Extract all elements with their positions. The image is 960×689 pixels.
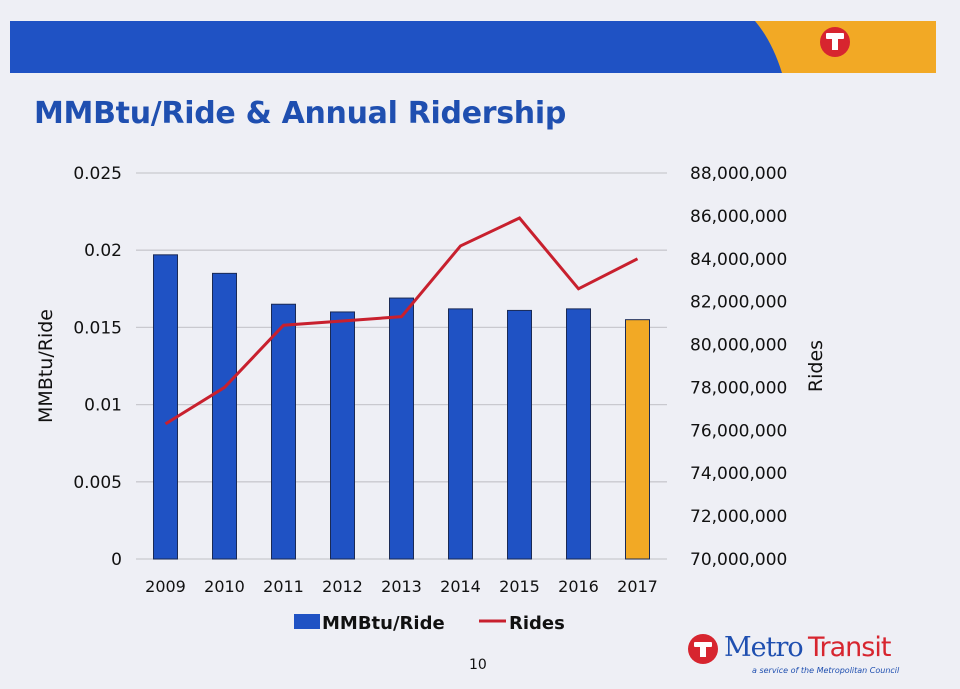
x-tick-label: 2011 (263, 577, 304, 596)
banner-graphic (10, 21, 850, 73)
left-tick-label: 0.025 (73, 164, 122, 184)
right-tick-label: 84,000,000 (690, 250, 787, 270)
right-tick-label: 78,000,000 (690, 378, 787, 398)
right-tick-label: 80,000,000 (690, 336, 787, 356)
legend-label-mmbtu: MMBtu/Ride (322, 613, 445, 634)
x-tick-label: 2010 (204, 577, 245, 596)
bar-series (153, 254, 650, 560)
right-tick-label: 86,000,000 (690, 207, 787, 227)
right-tick-label: 88,000,000 (690, 164, 787, 184)
x-tick-label: 2014 (440, 577, 481, 596)
metro-transit-logo: Metro Transit a service of the Metropoli… (684, 630, 914, 680)
banner-logo-t-stem (832, 36, 838, 50)
bar-2017 (625, 319, 650, 560)
metro-transit-t-icon (688, 634, 718, 664)
bar-2016 (566, 308, 591, 560)
x-tick-label: 2012 (322, 577, 363, 596)
right-axis-label: Rides (805, 340, 827, 392)
bar-2013 (389, 297, 414, 560)
page-number: 10 (469, 657, 487, 673)
bar-2011 (271, 303, 296, 560)
left-axis-ticks: 0 0.005 0.01 0.015 0.02 0.025 (73, 164, 122, 570)
left-tick-label: 0.02 (84, 241, 122, 261)
legend-label-rides: Rides (509, 613, 565, 634)
slide-title: MMBtu/Ride & Annual Ridership (34, 96, 567, 131)
x-tick-label: 2015 (499, 577, 540, 596)
right-tick-label: 74,000,000 (690, 464, 787, 484)
right-axis-ticks: 70,000,000 72,000,000 74,000,000 76,000,000… (690, 164, 787, 570)
banner-blue-band (10, 21, 782, 73)
legend: MMBtu/Ride Rides (294, 613, 565, 634)
left-tick-label: 0.005 (73, 473, 122, 493)
line-series (164, 216, 639, 426)
x-tick-label: 2009 (145, 577, 186, 596)
x-tick-label: 2017 (617, 577, 658, 596)
left-axis-label: MMBtu/Ride (35, 309, 57, 423)
x-axis-ticks: 2009 2010 2011 2012 2013 2014 2015 2016 2017 (145, 577, 658, 596)
left-tick-label: 0 (111, 550, 122, 570)
right-tick-label: 82,000,000 (690, 293, 787, 313)
header-banner (10, 21, 936, 73)
bar-2014 (448, 308, 473, 560)
bar-2010 (212, 272, 237, 560)
left-tick-label: 0.01 (84, 396, 122, 416)
logo-subtitle: a service of the Metropolitan Council (752, 666, 900, 675)
right-tick-label: 70,000,000 (690, 550, 787, 570)
banner-t-logo-icon (820, 27, 850, 57)
bar-2012 (330, 311, 355, 560)
logo-metro-text: Metro (724, 632, 804, 663)
bar-2009 (153, 254, 178, 560)
logo-transit-text: Transit (808, 632, 891, 663)
x-tick-label: 2016 (558, 577, 599, 596)
right-tick-label: 72,000,000 (690, 507, 787, 527)
bar-2015 (507, 309, 532, 560)
right-tick-label: 76,000,000 (690, 421, 787, 441)
left-tick-label: 0.015 (73, 318, 122, 338)
legend-swatch-mmbtu (294, 614, 320, 629)
x-tick-label: 2013 (381, 577, 422, 596)
